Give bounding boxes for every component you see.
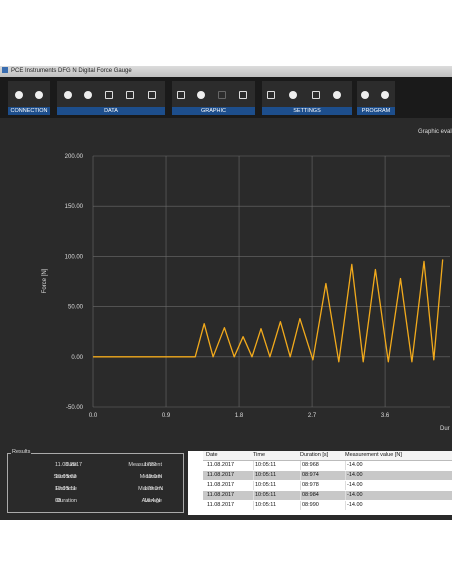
chart-title: Graphic eval xyxy=(418,129,452,135)
x-tick-label: 3.6 xyxy=(381,413,390,419)
y-tick-label: 200.00 xyxy=(65,154,84,160)
y-tick-label: 150.00 xyxy=(65,204,84,210)
chart: Graphic eval Force [N] Dur -50.00 0.00 50.… xyxy=(42,129,452,432)
table-header: Date Time Duration [s] Measurement value [N… xyxy=(203,451,452,461)
field-label: Maximum xyxy=(138,486,162,492)
results-title: Results xyxy=(11,449,32,455)
reset-button[interactable] xyxy=(197,91,205,99)
results-panel: Results Date 11.08.2017 Start time 10:05:03… xyxy=(7,449,184,513)
field-label: End time xyxy=(55,486,77,492)
title-bar: PCE Instruments DFG N Digital Force Gaug… xyxy=(0,66,452,77)
table-cell: 08:978 xyxy=(300,481,319,490)
exit-button[interactable] xyxy=(381,91,389,99)
info-button[interactable] xyxy=(361,91,369,99)
port-button[interactable] xyxy=(267,91,275,99)
grid-button[interactable] xyxy=(218,91,226,99)
table-cell: 10:05:11 xyxy=(253,481,277,490)
settings-button[interactable] xyxy=(289,91,297,99)
table-row: 11.08.2017 10:05:11 08:984 -14.00 xyxy=(203,491,452,500)
field-value: 10:05:11 xyxy=(55,486,77,492)
field-value: 179.0 N xyxy=(144,486,164,492)
group xyxy=(262,81,352,108)
table-cell: -14.00 xyxy=(345,491,363,500)
field-value: 1722 xyxy=(144,462,157,468)
y-tick-label: 0.00 xyxy=(71,355,83,361)
zoom-button[interactable] xyxy=(177,91,185,99)
group-label: GRAPHIC xyxy=(172,107,255,115)
field-value: 08 xyxy=(55,498,62,504)
table-cell: -14.00 xyxy=(345,481,363,490)
table-cell: 11.08.2017 xyxy=(207,472,235,478)
table-cell: -14.00 xyxy=(345,461,363,470)
table-cell: 08:968 xyxy=(300,461,319,470)
table-cell: 08:974 xyxy=(300,471,319,480)
x-tick-label: 2.7 xyxy=(308,413,317,419)
table-row: 11.08.2017 10:05:11 08:974 -14.00 xyxy=(203,471,452,480)
field-value: 18.4 N xyxy=(144,498,161,504)
header-cell: Duration [s] xyxy=(300,452,329,458)
field-label: Measurement xyxy=(128,462,162,468)
group-label: PROGRAM xyxy=(357,107,395,115)
table-cell: 11.08.2017 xyxy=(207,492,235,498)
stop-button[interactable] xyxy=(84,91,92,99)
x-tick-label: 0.9 xyxy=(162,413,171,419)
edit-button[interactable] xyxy=(105,91,113,99)
group xyxy=(172,81,255,108)
group-label: CONNECTION xyxy=(8,107,50,115)
table-cell: 10:05:11 xyxy=(253,471,277,480)
field-label: Date xyxy=(65,462,77,468)
table-cell: -14.00 xyxy=(345,501,363,510)
connect-button[interactable] xyxy=(15,91,23,99)
group xyxy=(8,81,50,108)
field-value: -19.0 N xyxy=(144,474,163,480)
field-value: 11.08.2017 xyxy=(55,462,83,468)
group xyxy=(57,81,165,108)
toolbar: CONNECTION DATA GRAPHIC SETTINGS PROGRAM xyxy=(0,77,452,118)
group-label: DATA xyxy=(57,107,165,115)
header-cell: Date xyxy=(206,452,218,458)
disconnect-button[interactable] xyxy=(35,91,43,99)
table-cell: 11.08.2017 xyxy=(207,462,235,468)
field-label: Duration xyxy=(56,498,77,504)
play-button[interactable] xyxy=(64,91,72,99)
x-tick-label: 1.8 xyxy=(235,413,244,419)
group-label: SETTINGS xyxy=(262,107,352,115)
table-cell: 11.08.2017 xyxy=(207,502,235,508)
app-icon xyxy=(2,67,8,74)
table-cell: 10:05:11 xyxy=(253,461,277,470)
table-cell: 10:05:11 xyxy=(253,501,277,510)
field-label: Start time xyxy=(53,474,77,480)
y-tick-label: 50.00 xyxy=(68,305,84,311)
x-axis-label: Dur xyxy=(440,426,450,432)
field-label: Average xyxy=(141,498,162,504)
window-title: PCE Instruments DFG N Digital Force Gaug… xyxy=(11,68,132,74)
device-button[interactable] xyxy=(312,91,320,99)
y-tick-label: -50.00 xyxy=(66,405,84,411)
table-cell: 08:984 xyxy=(300,491,319,500)
header-cell: Measurement value [N] xyxy=(345,452,402,458)
save-button[interactable] xyxy=(148,91,156,99)
table-row: 11.08.2017 10:05:11 08:978 -14.00 xyxy=(203,481,452,490)
field-label: Minimum xyxy=(139,474,162,480)
table-cell: -14.00 xyxy=(345,471,363,480)
export-button[interactable] xyxy=(126,91,134,99)
group xyxy=(357,81,395,108)
y-axis-label: Force [N] xyxy=(42,268,48,293)
header-cell: Time xyxy=(253,452,266,458)
table-cell: 08:990 xyxy=(300,501,319,510)
table-cell: 10:05:11 xyxy=(253,491,277,500)
language-button[interactable] xyxy=(333,91,341,99)
x-tick-label: 0.0 xyxy=(89,413,98,419)
data-line xyxy=(93,259,444,363)
table-row: 11.08.2017 10:05:11 08:990 -14.00 xyxy=(203,501,452,510)
table-cell: 11.08.2017 xyxy=(207,482,235,488)
y-tick-label: 100.00 xyxy=(65,254,84,260)
data-table: Date Time Duration [s] Measurement value [N… xyxy=(188,451,452,515)
field-value: 10:05:03 xyxy=(55,474,77,480)
table-row: 11.08.2017 10:05:11 08:968 -14.00 xyxy=(203,461,452,470)
print-button[interactable] xyxy=(239,91,247,99)
